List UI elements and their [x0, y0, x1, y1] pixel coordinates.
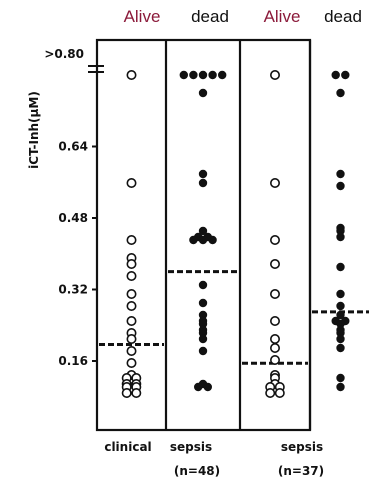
y-ticks: 0.16 0.32 0.48 0.64 >0.80	[44, 47, 97, 368]
point-dead	[198, 235, 208, 245]
point-dead	[189, 70, 198, 80]
point-alive	[126, 333, 137, 344]
point-alive	[121, 387, 132, 398]
point-alive	[269, 315, 280, 326]
point-alive	[269, 178, 280, 189]
point-dead	[198, 88, 208, 98]
point-dead	[336, 343, 345, 353]
point-dead	[218, 70, 227, 80]
point-dead	[203, 382, 212, 392]
y-tick-label: 0.64	[58, 140, 88, 154]
bottom-label-n37: (n=37)	[278, 464, 324, 478]
point-dead	[198, 226, 208, 236]
point-alive	[126, 345, 137, 356]
point-dead	[336, 334, 345, 344]
bottom-label-clinical: clinical	[104, 440, 151, 454]
mean-lines	[99, 270, 369, 365]
point-dead	[336, 169, 345, 179]
point-alive	[126, 258, 137, 269]
point-dead	[198, 169, 208, 179]
point-alive	[126, 357, 137, 368]
point-alive	[126, 315, 137, 326]
point-dead	[189, 235, 198, 245]
point-dead	[336, 181, 345, 191]
point-dead	[336, 289, 345, 299]
point-dead	[198, 346, 208, 356]
point-dead	[194, 382, 203, 392]
point-dead	[336, 226, 345, 236]
point-dead	[336, 328, 345, 338]
point-alive	[131, 387, 142, 398]
header-dead-left: dead	[191, 7, 229, 26]
bottom-label-sepsis-left: sepsis	[170, 440, 212, 454]
point-dead	[198, 70, 208, 80]
point-alive	[269, 288, 280, 299]
y-tick-label: 0.32	[58, 283, 88, 297]
panel-frames	[95, 38, 312, 432]
point-dead	[336, 301, 345, 311]
point-alive	[126, 235, 137, 246]
point-dead	[208, 235, 217, 245]
point-alive	[269, 354, 280, 365]
point-dead	[336, 310, 345, 320]
header-alive-left: Alive	[124, 7, 161, 26]
point-alive	[126, 288, 137, 299]
point-dead	[198, 334, 208, 344]
bottom-label-n48: (n=48)	[174, 464, 220, 478]
point-dead	[198, 280, 208, 290]
y-axis-label: iCT-Inh(μM)	[27, 91, 41, 169]
point-alive	[265, 387, 276, 398]
y-tick-label-break: >0.80	[44, 47, 84, 61]
point-dead	[336, 382, 345, 392]
point-alive	[126, 300, 137, 311]
bottom-label-sepsis-right: sepsis	[281, 440, 323, 454]
point-alive	[269, 70, 280, 81]
point-dead	[198, 298, 208, 308]
point-alive	[126, 178, 137, 189]
point-dead	[208, 70, 217, 80]
point-dead	[336, 319, 345, 329]
point-dead	[336, 88, 345, 98]
point-dead	[198, 178, 208, 188]
point-dead	[198, 319, 208, 329]
point-alive	[269, 342, 280, 353]
point-dead	[336, 373, 345, 383]
point-alive	[126, 270, 137, 281]
point-dead	[198, 310, 208, 320]
point-alive	[126, 70, 137, 81]
point-alive	[269, 333, 280, 344]
point-dead	[198, 328, 208, 338]
point-dead	[336, 232, 345, 242]
point-dead	[179, 70, 188, 80]
point-dead	[331, 70, 340, 80]
point-alive	[274, 387, 285, 398]
y-tick-label: 0.48	[58, 211, 88, 225]
y-tick-label: 0.16	[58, 354, 88, 368]
point-dead	[341, 70, 350, 80]
point-alive	[269, 235, 280, 246]
point-alive	[269, 258, 280, 269]
header-dead-right: dead	[324, 7, 362, 26]
header-alive-right: Alive	[264, 7, 301, 26]
point-dead	[336, 262, 345, 272]
data-points	[121, 70, 350, 398]
